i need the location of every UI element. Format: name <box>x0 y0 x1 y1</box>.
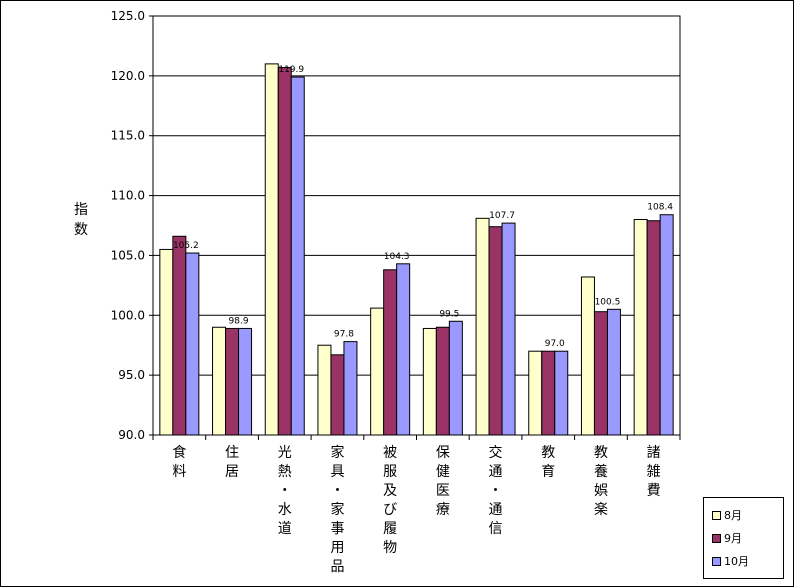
legend-label: 10月 <box>724 555 749 568</box>
bar <box>488 226 503 436</box>
category-label: 教育 <box>541 445 555 480</box>
bar <box>435 326 450 436</box>
legend-swatch <box>712 533 721 543</box>
data-label: 100.5 <box>595 297 621 307</box>
legend-item: 10月 <box>712 554 749 568</box>
data-label: 97.8 <box>334 330 354 340</box>
legend-label: 9月 <box>724 532 742 545</box>
legend-label: 8月 <box>724 509 742 522</box>
data-label: 99.5 <box>439 309 459 319</box>
legend: 8月 9月 10月 <box>703 497 784 579</box>
bar <box>396 263 411 436</box>
category-label: 交通・通信 <box>489 444 503 537</box>
bar <box>212 326 227 436</box>
bar <box>277 66 292 436</box>
bar <box>317 344 332 436</box>
data-label: 97.0 <box>545 339 565 349</box>
bar <box>633 219 648 436</box>
bar <box>370 307 385 436</box>
bar <box>330 354 345 436</box>
data-label: 119.9 <box>278 65 304 75</box>
category-label: 保健医療 <box>436 445 450 518</box>
y-tick-label: 115.0 <box>111 129 145 143</box>
bar <box>383 269 398 436</box>
bar <box>580 276 595 436</box>
bar <box>238 327 253 436</box>
legend-swatch <box>712 510 721 520</box>
bar <box>264 63 279 436</box>
bar <box>646 220 661 436</box>
data-label: 107.7 <box>489 211 515 221</box>
y-axis-label: 指数 <box>74 202 88 238</box>
bar <box>659 214 674 436</box>
data-label: 98.9 <box>229 316 249 326</box>
bar <box>448 320 463 436</box>
data-label: 108.4 <box>647 203 673 213</box>
category-label: 住居 <box>225 445 239 480</box>
y-tick-label: 110.0 <box>111 189 145 203</box>
bar <box>554 350 569 436</box>
bar <box>290 76 305 436</box>
category-label: 被服及び履物 <box>383 445 397 556</box>
category-label: 光熱・水道 <box>278 445 292 537</box>
category-label: 食料 <box>172 444 186 480</box>
y-tick-label: 120.0 <box>111 69 145 83</box>
bar <box>606 308 621 436</box>
bar <box>422 327 437 436</box>
y-tick-label: 105.0 <box>111 248 145 262</box>
y-tick-label: 90.0 <box>118 428 145 442</box>
legend-item: 9月 <box>712 531 742 545</box>
bar <box>501 222 516 436</box>
y-tick-label: 100.0 <box>111 308 145 322</box>
bar <box>475 217 490 436</box>
bar <box>343 341 358 436</box>
legend-item: 8月 <box>712 508 742 522</box>
legend-swatch <box>712 556 721 566</box>
category-label: 教養娯楽 <box>594 445 608 518</box>
bar <box>159 248 174 436</box>
bar <box>528 350 543 436</box>
bar <box>185 252 200 436</box>
bar <box>172 235 187 436</box>
bar <box>541 350 556 436</box>
category-label: 家具・家事用品 <box>330 444 344 575</box>
data-label: 104.3 <box>384 252 410 262</box>
y-tick-label: 95.0 <box>118 368 145 382</box>
category-label: 諸雑費 <box>647 445 661 499</box>
data-label: 105.2 <box>173 241 199 251</box>
bar <box>593 311 608 436</box>
y-tick-label: 125.0 <box>111 9 145 23</box>
bar <box>225 327 240 436</box>
